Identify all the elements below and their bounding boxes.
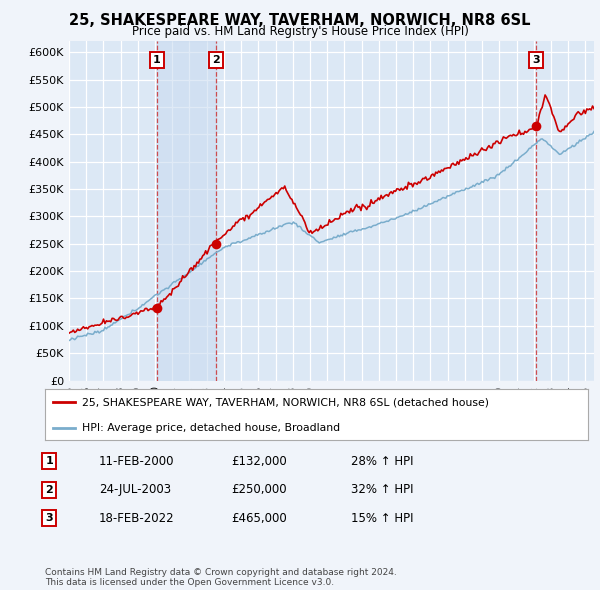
Text: 18-FEB-2022: 18-FEB-2022 <box>99 512 175 525</box>
Text: HPI: Average price, detached house, Broadland: HPI: Average price, detached house, Broa… <box>82 422 340 432</box>
Text: 3: 3 <box>46 513 53 523</box>
Text: 1: 1 <box>153 55 161 65</box>
Text: 15% ↑ HPI: 15% ↑ HPI <box>351 512 413 525</box>
Text: 24-JUL-2003: 24-JUL-2003 <box>99 483 171 496</box>
Text: Price paid vs. HM Land Registry's House Price Index (HPI): Price paid vs. HM Land Registry's House … <box>131 25 469 38</box>
Text: £132,000: £132,000 <box>231 455 287 468</box>
Text: 2: 2 <box>212 55 220 65</box>
Text: 11-FEB-2000: 11-FEB-2000 <box>99 455 175 468</box>
Text: 25, SHAKESPEARE WAY, TAVERHAM, NORWICH, NR8 6SL: 25, SHAKESPEARE WAY, TAVERHAM, NORWICH, … <box>69 13 531 28</box>
Text: 1: 1 <box>46 457 53 466</box>
Text: 2: 2 <box>46 485 53 494</box>
Text: 28% ↑ HPI: 28% ↑ HPI <box>351 455 413 468</box>
Text: £465,000: £465,000 <box>231 512 287 525</box>
Text: £250,000: £250,000 <box>231 483 287 496</box>
Text: Contains HM Land Registry data © Crown copyright and database right 2024.
This d: Contains HM Land Registry data © Crown c… <box>45 568 397 587</box>
Text: 25, SHAKESPEARE WAY, TAVERHAM, NORWICH, NR8 6SL (detached house): 25, SHAKESPEARE WAY, TAVERHAM, NORWICH, … <box>82 398 489 408</box>
Text: 32% ↑ HPI: 32% ↑ HPI <box>351 483 413 496</box>
Text: 3: 3 <box>532 55 539 65</box>
Bar <box>157 41 217 381</box>
